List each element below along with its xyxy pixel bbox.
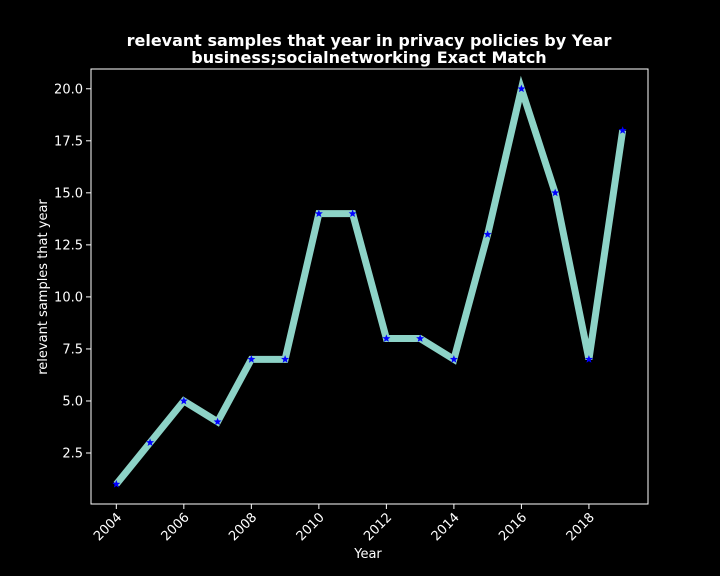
data-point <box>483 230 492 238</box>
data-point <box>247 355 256 363</box>
data-point <box>314 209 323 218</box>
data-point <box>382 334 391 342</box>
y-tick-label: 15.0 <box>54 186 83 201</box>
data-point <box>112 480 121 488</box>
y-axis-label: relevant samples that year <box>36 199 51 375</box>
plot-area <box>112 75 627 488</box>
y-tick-label: 5.0 <box>62 394 83 409</box>
data-point <box>517 84 526 93</box>
data-point <box>618 126 627 134</box>
y-tick-label: 20.0 <box>54 82 83 97</box>
data-point <box>281 355 290 363</box>
data-point <box>584 355 593 363</box>
series-line <box>113 75 627 487</box>
y-tick-label: 12.5 <box>54 238 83 253</box>
chart-title: relevant samples that year in privacy po… <box>127 31 612 50</box>
plot-frame <box>90 68 649 505</box>
data-point <box>179 396 188 405</box>
x-axis-label: Year <box>353 547 382 562</box>
data-point <box>551 188 560 197</box>
y-tick-label: 10.0 <box>54 290 83 305</box>
data-point <box>449 355 458 363</box>
data-point <box>348 209 357 218</box>
y-tick-label: 2.5 <box>62 447 83 462</box>
data-point <box>213 417 222 426</box>
y-tick-label: 17.5 <box>54 134 83 149</box>
chart-subtitle: business;socialnetworking Exact Match <box>191 48 546 67</box>
data-point <box>416 334 425 342</box>
y-tick-label: 7.5 <box>62 342 83 357</box>
data-point <box>146 438 155 446</box>
